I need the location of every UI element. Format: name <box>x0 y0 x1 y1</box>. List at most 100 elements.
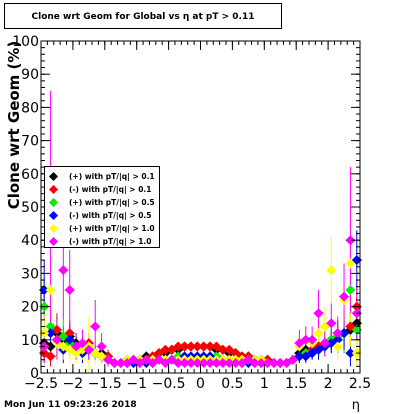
data-point <box>77 338 88 349</box>
data-point <box>345 285 356 295</box>
y-axis-label-wrap: Clone wrt Geom (%) <box>2 40 26 210</box>
data-point <box>185 358 196 369</box>
y-tick-label: 50 <box>21 200 39 216</box>
data-point <box>109 358 120 369</box>
data-point <box>256 358 267 369</box>
data-point <box>45 285 56 295</box>
data-point <box>345 235 356 246</box>
data-point <box>83 344 94 355</box>
x-tick-label: −2 <box>63 376 84 392</box>
legend-marker-icon <box>49 237 58 246</box>
legend-label: (+) with pT/|q| > 1.0 <box>69 224 155 233</box>
y-tick-label: 30 <box>21 266 39 282</box>
y-tick-label: 80 <box>21 100 39 116</box>
data-point <box>319 338 330 349</box>
data-point <box>230 358 241 369</box>
legend-item: (-) with pT/|q| > 0.1 <box>49 183 159 196</box>
data-point <box>313 328 324 339</box>
data-point <box>332 334 343 345</box>
data-markers <box>39 202 362 369</box>
data-point <box>173 341 184 352</box>
data-point <box>205 341 216 352</box>
data-point <box>115 358 126 369</box>
data-point <box>249 358 260 369</box>
data-point <box>51 334 62 345</box>
legend-label: (-) with pT/|q| > 0.5 <box>69 211 152 220</box>
data-point <box>96 341 107 352</box>
legend-label: (+) with pT/|q| > 0.5 <box>69 198 155 207</box>
legend-marker-icon <box>49 198 58 207</box>
data-point <box>307 334 318 345</box>
data-point <box>39 285 50 295</box>
y-tick-label: 60 <box>21 167 39 183</box>
x-tick-label: −2.5 <box>24 376 58 392</box>
data-point <box>300 334 311 345</box>
data-point <box>198 341 209 352</box>
data-point <box>179 341 190 352</box>
x-tick-label: 1 <box>260 376 269 392</box>
y-tick-label: 0 <box>30 366 39 382</box>
axis-ticks <box>40 40 361 374</box>
y-axis-label: Clone wrt Geom (%) <box>5 40 23 210</box>
x-tick-label: 0 <box>196 376 205 392</box>
x-tick-label: 1.5 <box>285 376 307 392</box>
data-point <box>198 358 209 369</box>
data-point <box>326 318 337 329</box>
data-point <box>45 328 56 339</box>
x-tick-label: −1 <box>126 376 147 392</box>
data-point <box>339 291 350 302</box>
x-tick-label: 2.5 <box>349 376 371 392</box>
data-point <box>179 358 190 369</box>
data-point <box>90 321 101 332</box>
legend: (+) with pT/|q| > 0.1 (-) with pT/|q| > … <box>44 166 160 248</box>
y-tick-label: 10 <box>21 333 39 349</box>
legend-item: (+) with pT/|q| > 1.0 <box>49 222 159 235</box>
data-point <box>205 358 216 369</box>
data-point <box>217 344 228 355</box>
axis-tick-labels: −2.5 −2 −1.5 −1 −0.5 0 0.5 1 1.5 2 2.5 0 10 20 30 40 50 6… <box>12 34 371 392</box>
data-point <box>288 354 299 365</box>
legend-label: (+) with pT/|q| > 0.1 <box>69 172 155 181</box>
x-tick-label: 2 <box>324 376 333 392</box>
data-point <box>339 328 350 339</box>
legend-item: (+) with pT/|q| > 0.5 <box>49 196 159 209</box>
y-tick-label: 100 <box>12 34 39 50</box>
data-point <box>345 348 356 359</box>
data-point <box>122 358 133 369</box>
legend-marker-icon <box>49 224 58 233</box>
timestamp: Mon Jun 11 09:23:26 2018 <box>4 400 137 410</box>
chart-title: Clone wrt Geom for Global vs η at pT > 0… <box>31 12 255 22</box>
data-point <box>224 358 235 369</box>
y-tick-label: 90 <box>21 67 39 83</box>
data-point <box>45 351 56 362</box>
legend-item: (-) with pT/|q| > 0.5 <box>49 209 159 222</box>
x-tick-label: −1.5 <box>88 376 122 392</box>
data-point <box>217 358 228 369</box>
data-point <box>64 285 75 295</box>
data-point <box>192 341 203 352</box>
legend-label: (-) with pT/|q| > 0.1 <box>69 185 152 194</box>
data-point <box>173 358 184 369</box>
y-tick-label: 40 <box>21 233 39 249</box>
data-point <box>185 341 196 352</box>
data-point <box>326 265 337 276</box>
x-tick-label: −0.5 <box>152 376 186 392</box>
data-point <box>351 324 362 335</box>
legend-item: (+) with pT/|q| > 0.1 <box>49 170 159 183</box>
x-tick-label: 0.5 <box>221 376 243 392</box>
data-point <box>211 358 222 369</box>
data-point <box>58 265 69 276</box>
data-point <box>45 321 56 332</box>
data-point <box>64 334 75 345</box>
data-point <box>345 258 356 269</box>
data-point <box>192 358 203 369</box>
legend-item: (-) with pT/|q| > 1.0 <box>49 235 159 248</box>
y-tick-label: 20 <box>21 300 39 316</box>
legend-label: (-) with pT/|q| > 1.0 <box>69 237 152 246</box>
data-point <box>268 358 279 369</box>
legend-marker-icon <box>49 211 58 220</box>
title-box: Clone wrt Geom for Global vs η at pT > 0… <box>4 3 282 29</box>
data-point <box>313 308 324 319</box>
y-tick-label: 70 <box>21 134 39 150</box>
